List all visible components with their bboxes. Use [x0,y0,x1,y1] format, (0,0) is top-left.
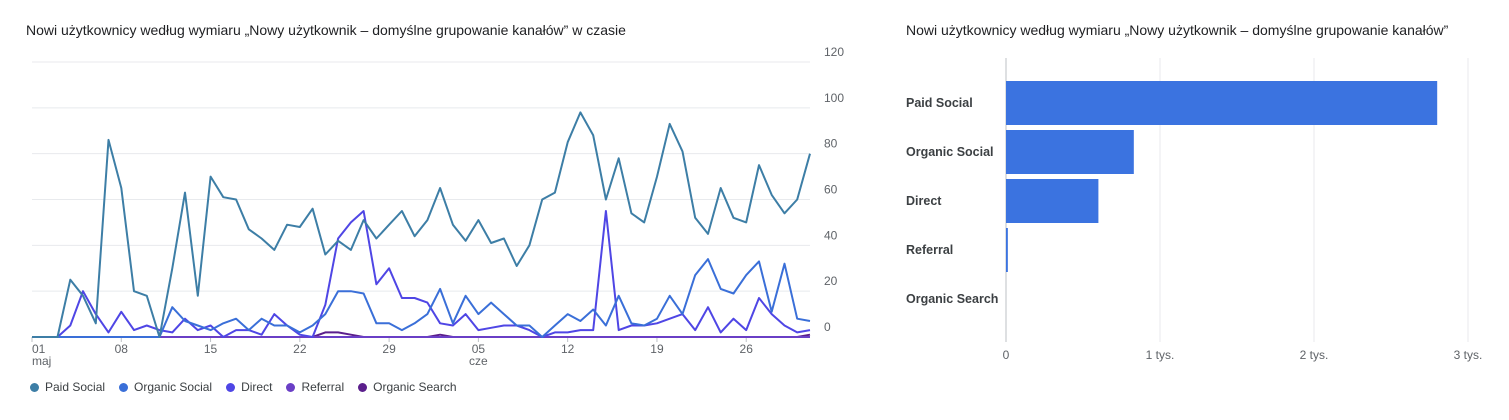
legend-swatch [286,382,296,392]
y-tick-label: 60 [824,183,838,197]
bar [1006,179,1099,223]
legend-swatch [30,382,39,392]
y-tick-label: 0 [824,320,831,334]
legend-label: Organic Social [134,380,213,394]
legend-swatch [358,382,368,392]
bar [1006,130,1134,174]
series-line-paid-social [32,111,811,338]
category-label: Paid Social [906,96,973,110]
x-tick-label: 22 [293,342,307,356]
legend-swatch [119,382,129,392]
x-tick-label: 29 [382,342,396,356]
line-chart-title: Nowi użytkownicy według wymiaru „Nowy uż… [26,22,626,38]
legend-label: Paid Social [45,380,106,394]
x-tick-label: 3 tys. [1454,348,1483,362]
bar-chart-title: Nowi użytkownicy według wymiaru „Nowy uż… [906,22,1449,38]
category-label: Direct [906,194,942,208]
y-tick-label: 40 [824,228,838,242]
x-tick-sublabel: cze [469,354,488,368]
legend-item[interactable]: Referral [286,380,344,394]
legend-label: Direct [241,380,273,394]
legend-item[interactable]: Direct [226,380,272,394]
bar [1006,228,1008,272]
category-label: Referral [906,243,953,257]
legend-item[interactable]: Paid Social [30,380,105,394]
y-tick-label: 80 [824,137,838,151]
y-tick-label: 20 [824,274,838,288]
legend-label: Organic Search [373,380,457,394]
x-tick-label: 2 tys. [1300,348,1329,362]
legend-item[interactable]: Organic Social [119,380,212,394]
x-tick-sublabel: maj [32,354,51,368]
x-tick-label: 01 [32,342,46,356]
x-tick-label: 08 [115,342,129,356]
line-chart-legend: Paid Social Organic Social Direct Referral O… [30,380,457,394]
x-tick-label: 05 [472,342,486,356]
category-label: Organic Social [906,145,994,159]
legend-swatch [226,382,236,392]
legend-label: Referral [301,380,345,394]
legend-item[interactable]: Organic Search [358,380,457,394]
x-tick-label: 15 [204,342,218,356]
y-tick-label: 100 [824,91,844,105]
x-tick-label: 0 [1003,348,1010,362]
category-label: Organic Search [906,292,998,306]
x-tick-label: 12 [561,342,575,356]
x-tick-label: 1 tys. [1146,348,1175,362]
bar-chart: 0 1 tys. 2 tys. 3 tys. Paid Social Organic So… [906,58,1483,362]
bar [1006,81,1438,125]
x-tick-label: 19 [650,342,664,356]
x-tick-label: 26 [740,342,754,356]
series-line-organic-social [32,258,811,338]
y-tick-label: 120 [824,45,844,59]
